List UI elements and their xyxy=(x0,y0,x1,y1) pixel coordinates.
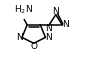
Text: N: N xyxy=(16,33,23,42)
Text: N: N xyxy=(45,24,52,33)
Text: N: N xyxy=(45,33,51,42)
Text: H$_2$N: H$_2$N xyxy=(14,4,33,16)
Text: N: N xyxy=(62,20,69,29)
Text: O: O xyxy=(31,42,38,51)
Text: N: N xyxy=(52,7,59,16)
